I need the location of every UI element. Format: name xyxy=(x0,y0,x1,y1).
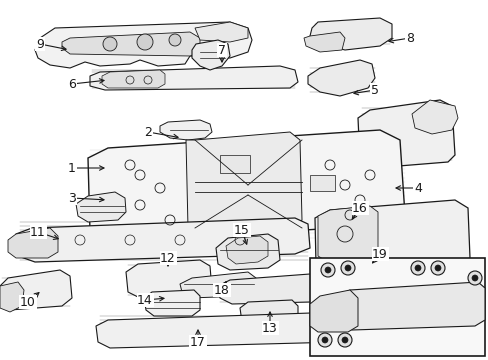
Polygon shape xyxy=(309,18,391,50)
Polygon shape xyxy=(309,290,357,332)
Text: 14: 14 xyxy=(137,293,153,306)
Text: 12: 12 xyxy=(160,252,176,265)
Bar xyxy=(309,175,334,191)
Polygon shape xyxy=(247,316,291,340)
Text: 2: 2 xyxy=(144,126,152,139)
Polygon shape xyxy=(317,206,377,262)
Polygon shape xyxy=(8,228,58,258)
Text: 16: 16 xyxy=(351,202,367,215)
Polygon shape xyxy=(216,234,280,270)
Polygon shape xyxy=(185,132,302,236)
Text: 3: 3 xyxy=(68,192,76,204)
Polygon shape xyxy=(143,290,200,316)
Circle shape xyxy=(410,261,424,275)
Circle shape xyxy=(320,263,334,277)
Text: 1: 1 xyxy=(68,162,76,175)
Polygon shape xyxy=(102,70,164,88)
Polygon shape xyxy=(160,120,212,140)
Text: 15: 15 xyxy=(234,224,249,237)
Circle shape xyxy=(103,37,117,51)
Circle shape xyxy=(169,34,181,46)
Polygon shape xyxy=(0,282,24,312)
Circle shape xyxy=(340,261,354,275)
Bar xyxy=(309,258,484,356)
Polygon shape xyxy=(0,270,72,310)
Bar xyxy=(220,155,249,173)
Polygon shape xyxy=(76,192,126,222)
Polygon shape xyxy=(62,32,200,56)
Circle shape xyxy=(345,265,350,271)
Polygon shape xyxy=(192,40,229,70)
Polygon shape xyxy=(240,300,297,328)
Polygon shape xyxy=(96,312,351,348)
Circle shape xyxy=(434,265,440,271)
Circle shape xyxy=(471,275,477,281)
Text: 7: 7 xyxy=(218,44,225,57)
Circle shape xyxy=(430,261,444,275)
Polygon shape xyxy=(304,32,345,52)
Polygon shape xyxy=(195,22,247,42)
Polygon shape xyxy=(180,272,256,298)
Circle shape xyxy=(321,337,327,343)
Text: 10: 10 xyxy=(20,296,36,309)
Circle shape xyxy=(414,265,420,271)
Polygon shape xyxy=(307,60,374,96)
Circle shape xyxy=(337,333,351,347)
Circle shape xyxy=(137,34,153,50)
Text: 18: 18 xyxy=(214,284,229,297)
Text: 19: 19 xyxy=(371,248,387,261)
Polygon shape xyxy=(35,22,251,68)
Polygon shape xyxy=(88,130,404,242)
Text: 9: 9 xyxy=(36,37,44,50)
Circle shape xyxy=(467,271,481,285)
Polygon shape xyxy=(411,100,457,134)
Text: 6: 6 xyxy=(68,77,76,90)
Text: 11: 11 xyxy=(30,225,46,238)
Text: 4: 4 xyxy=(413,181,421,194)
Polygon shape xyxy=(16,218,309,262)
Text: 8: 8 xyxy=(405,31,413,45)
Polygon shape xyxy=(126,260,212,298)
Text: 5: 5 xyxy=(370,84,378,96)
Polygon shape xyxy=(337,282,484,330)
Polygon shape xyxy=(218,274,319,304)
Polygon shape xyxy=(357,100,454,168)
Circle shape xyxy=(317,333,331,347)
Circle shape xyxy=(341,337,347,343)
Circle shape xyxy=(325,267,330,273)
Polygon shape xyxy=(90,66,297,90)
Polygon shape xyxy=(314,200,469,272)
Text: 17: 17 xyxy=(190,336,205,348)
Text: 13: 13 xyxy=(262,321,277,334)
Polygon shape xyxy=(225,236,267,264)
